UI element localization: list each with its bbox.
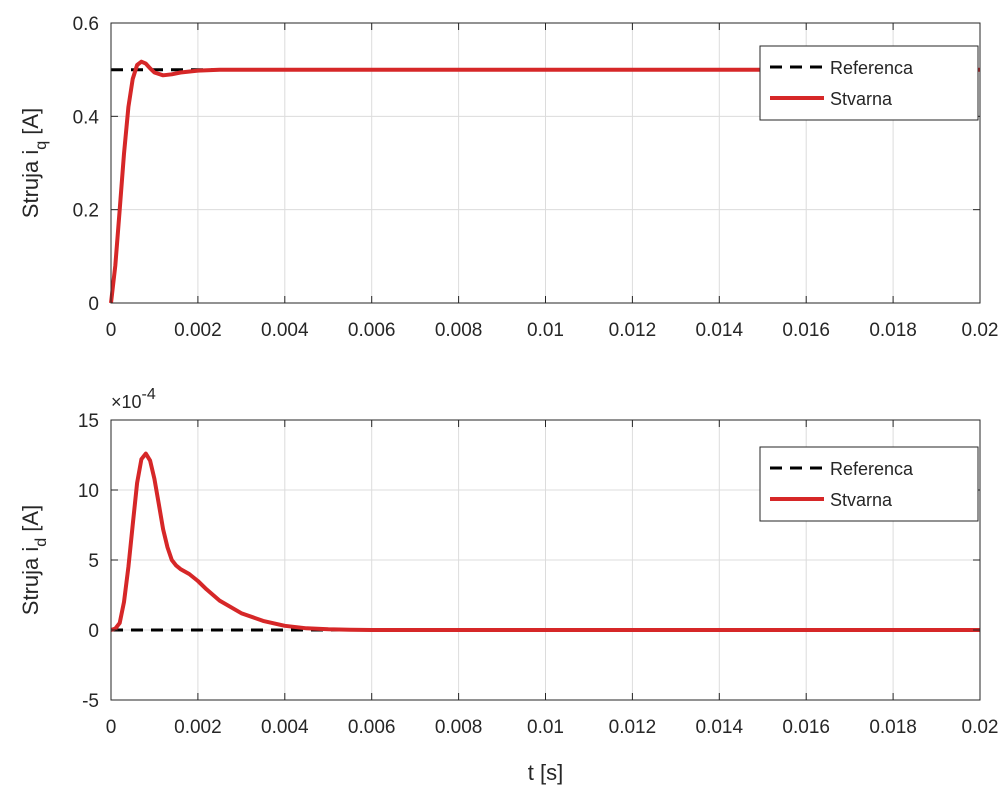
bottom-x-tick-label: 0.02 <box>962 717 999 738</box>
top-x-tick-label: 0.004 <box>261 320 309 341</box>
bottom-y-tick-label: 10 <box>78 481 99 502</box>
bottom-y-tick-label: 5 <box>88 551 99 572</box>
top-axes: 0 0.002 0.004 0.006 0.008 0.01 0.012 0.014 0.016… <box>18 14 998 341</box>
bottom-x-ticks: 0 0.002 0.004 0.006 0.008 0.01 0.012 0.014 0.016… <box>106 420 999 738</box>
top-series-stvarna-line <box>109 59 980 304</box>
bottom-x-tick-label: 0 <box>106 717 117 738</box>
bottom-x-axis-label: t [s] <box>528 760 563 785</box>
bottom-y-axis-label: Struja id [A] <box>18 505 50 615</box>
bottom-x-tick-label: 0.016 <box>782 717 830 738</box>
bottom-y-tick-label: -5 <box>82 691 99 712</box>
bottom-x-tick-label: 0.008 <box>435 717 483 738</box>
top-x-tick-label: 0.02 <box>962 320 999 341</box>
bottom-x-tick-label: 0.006 <box>348 717 396 738</box>
top-y-ticks: 0 0.2 0.4 0.6 <box>73 14 980 315</box>
top-legend-box <box>759 45 979 121</box>
top-y-tick-label: 0 <box>88 294 99 315</box>
bottom-y-scale-exponent: ×10-4 <box>111 386 156 412</box>
bottom-series-stvarna-line <box>110 451 980 632</box>
top-x-tick-label: 0.014 <box>696 320 744 341</box>
bottom-x-tick-label: 0.004 <box>261 717 309 738</box>
top-legend: Referenca Stvarna <box>759 45 979 121</box>
bottom-x-tick-label: 0.002 <box>174 717 222 738</box>
top-y-axis-label: Struja iq [A] <box>18 108 50 218</box>
bottom-y-ticks: -5 0 5 10 15 <box>78 411 980 712</box>
top-x-tick-label: 0.018 <box>869 320 917 341</box>
bottom-y-tick-label: 0 <box>88 621 99 642</box>
top-x-tick-label: 0 <box>106 320 117 341</box>
bottom-x-tick-label: 0.01 <box>527 717 564 738</box>
top-x-tick-label: 0.01 <box>527 320 564 341</box>
top-x-tick-label: 0.016 <box>782 320 830 341</box>
top-legend-label-stvarna: Stvarna <box>830 89 893 109</box>
top-y-tick-label: 0.6 <box>73 14 99 35</box>
bottom-legend-label-referenca: Referenca <box>830 459 914 479</box>
bottom-y-tick-label: 15 <box>78 411 99 432</box>
bottom-axes: 0 0.002 0.004 0.006 0.008 0.01 0.012 0.014 0.016… <box>18 386 998 785</box>
top-x-tick-label: 0.006 <box>348 320 396 341</box>
top-x-ticks: 0 0.002 0.004 0.006 0.008 0.01 0.012 0.014 0.016… <box>106 23 999 341</box>
bottom-x-tick-label: 0.012 <box>609 717 657 738</box>
bottom-legend: Referenca Stvarna <box>759 446 979 522</box>
top-y-tick-label: 0.4 <box>73 107 100 128</box>
bottom-series <box>110 451 980 632</box>
bottom-x-tick-label: 0.014 <box>696 717 744 738</box>
top-y-tick-label: 0.2 <box>73 201 99 222</box>
top-x-tick-label: 0.002 <box>174 320 222 341</box>
bottom-legend-box <box>759 446 979 522</box>
top-x-tick-label: 0.012 <box>609 320 657 341</box>
bottom-legend-label-stvarna: Stvarna <box>830 490 893 510</box>
top-legend-label-referenca: Referenca <box>830 58 914 78</box>
bottom-x-tick-label: 0.018 <box>869 717 917 738</box>
top-x-tick-label: 0.008 <box>435 320 483 341</box>
